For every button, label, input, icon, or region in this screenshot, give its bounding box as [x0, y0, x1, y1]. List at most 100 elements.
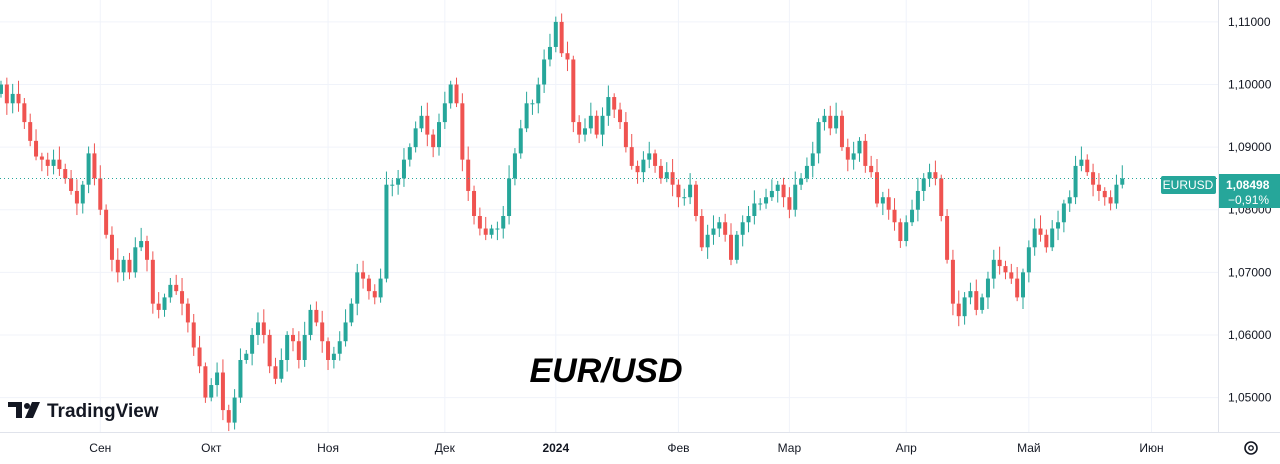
- candle-body: [372, 291, 377, 298]
- candle: [863, 133, 868, 173]
- candle: [968, 282, 973, 305]
- candle: [419, 105, 424, 133]
- candle: [799, 173, 804, 191]
- candle-body: [968, 291, 973, 298]
- candle: [115, 248, 120, 283]
- candle: [104, 204, 109, 239]
- symbol-label[interactable]: EURUSD: [1161, 176, 1216, 194]
- candle: [162, 293, 167, 317]
- candle: [939, 174, 944, 222]
- candle-body: [927, 172, 932, 179]
- candle: [658, 159, 663, 184]
- candle-body: [781, 184, 786, 198]
- candle-body: [1096, 184, 1101, 191]
- candle-body: [45, 159, 50, 166]
- candle: [366, 274, 371, 300]
- candle-body: [150, 259, 155, 304]
- candle-body: [863, 140, 868, 166]
- candle: [431, 129, 436, 158]
- candle: [191, 313, 196, 356]
- candle: [857, 137, 862, 162]
- candle: [296, 331, 301, 369]
- candle-body: [1015, 278, 1020, 298]
- candle-body: [799, 178, 804, 185]
- candle-body: [209, 385, 214, 398]
- candle: [174, 274, 179, 295]
- candle: [448, 80, 453, 109]
- candle-body: [822, 115, 827, 123]
- candlestick-series: [0, 13, 1125, 432]
- candle: [1061, 199, 1066, 233]
- candle-body: [1050, 228, 1055, 248]
- candle-body: [997, 259, 1002, 267]
- candle: [109, 226, 114, 272]
- candle-body: [267, 334, 272, 367]
- candle-body: [583, 128, 587, 135]
- candle: [10, 83, 15, 114]
- candle: [378, 268, 383, 303]
- candle: [512, 148, 517, 186]
- candle-body: [1026, 247, 1031, 273]
- candle-body: [291, 334, 295, 342]
- candle-body: [839, 115, 844, 148]
- candle-body: [366, 278, 371, 292]
- candle-body: [74, 190, 79, 204]
- candle: [1050, 220, 1055, 252]
- candle-body: [57, 159, 62, 170]
- time-axis[interactable]: Сен Окт Ноя Дек 2024 Фев Мар Апр Май Июн: [89, 441, 1163, 455]
- candle: [746, 205, 751, 233]
- candle-body: [477, 216, 482, 229]
- candle: [86, 146, 91, 194]
- last-price-badge[interactable]: 1,08498 −0,91%: [1219, 174, 1280, 208]
- candle-body: [34, 140, 39, 157]
- candle: [699, 209, 704, 252]
- price-axis[interactable]: 1,110001,100001,090001,080001,070001,060…: [1228, 15, 1272, 405]
- candle-body: [442, 103, 447, 123]
- candle-body: [962, 297, 967, 317]
- candle: [816, 118, 821, 164]
- candle: [641, 151, 646, 183]
- candle-body: [98, 178, 103, 210]
- candle: [34, 129, 39, 161]
- candle-body: [483, 228, 488, 235]
- y-tick-label: 1,10000: [1228, 78, 1272, 92]
- candle-body: [892, 209, 897, 223]
- candle-body: [985, 278, 990, 298]
- candle-body: [618, 109, 623, 123]
- candle: [828, 105, 833, 136]
- candle: [1056, 210, 1061, 241]
- candle-body: [734, 234, 739, 260]
- candle-body: [705, 234, 710, 248]
- candle: [571, 55, 576, 133]
- candle-body: [910, 209, 915, 223]
- candle-body: [1056, 222, 1061, 229]
- candle-body: [536, 84, 541, 104]
- candle: [875, 159, 879, 208]
- candle-body: [641, 159, 646, 173]
- candle: [781, 177, 786, 208]
- candle-body: [629, 147, 634, 166]
- candle-body: [69, 178, 74, 191]
- candle: [127, 252, 132, 280]
- tradingview-logo-text: TradingView: [47, 401, 159, 422]
- y-tick-label: 1,11000: [1228, 15, 1271, 29]
- candle-body: [647, 153, 652, 160]
- price-change-percent: −0,91%: [1228, 193, 1269, 207]
- candle-body: [0, 84, 3, 94]
- candle-body: [1120, 178, 1125, 185]
- candle-body: [203, 366, 208, 398]
- candle: [880, 191, 885, 216]
- candle-body: [489, 228, 494, 235]
- candle: [331, 346, 336, 369]
- candle: [536, 77, 541, 114]
- candle-body: [810, 153, 815, 166]
- candle-body: [740, 222, 745, 235]
- candle-body: [401, 159, 406, 179]
- candle: [1108, 190, 1113, 211]
- candle-body: [816, 122, 821, 154]
- candle: [623, 112, 628, 153]
- candle-body: [384, 184, 389, 279]
- settings-gear-icon[interactable]: [1244, 441, 1258, 455]
- tradingview-logo[interactable]: TradingView: [8, 401, 159, 422]
